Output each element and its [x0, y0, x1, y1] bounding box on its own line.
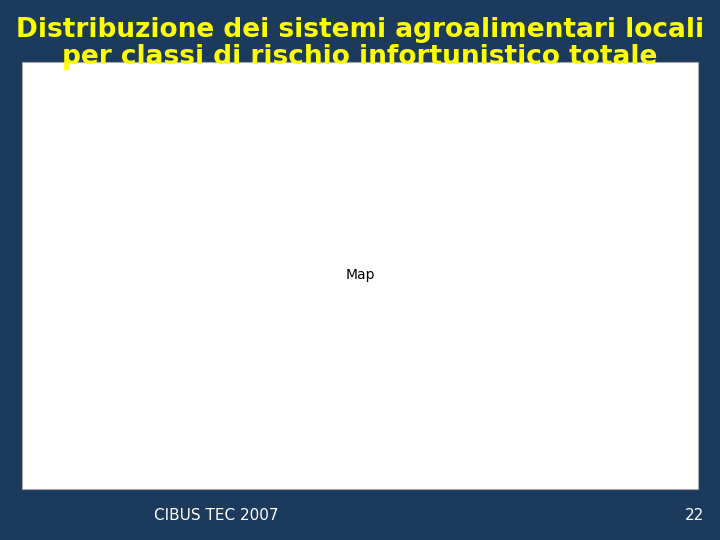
- Bar: [22, 62, 698, 489]
- Text: CIBUS TEC 2007: CIBUS TEC 2007: [154, 508, 278, 523]
- Text: per classi di rischio infortunistico totale: per classi di rischio infortunistico tot…: [63, 44, 657, 70]
- Text: Distribuzione dei sistemi agroalimentari locali: Distribuzione dei sistemi agroalimentari…: [16, 17, 704, 43]
- Text: Map: Map: [346, 268, 374, 282]
- Text: 22: 22: [685, 508, 704, 523]
